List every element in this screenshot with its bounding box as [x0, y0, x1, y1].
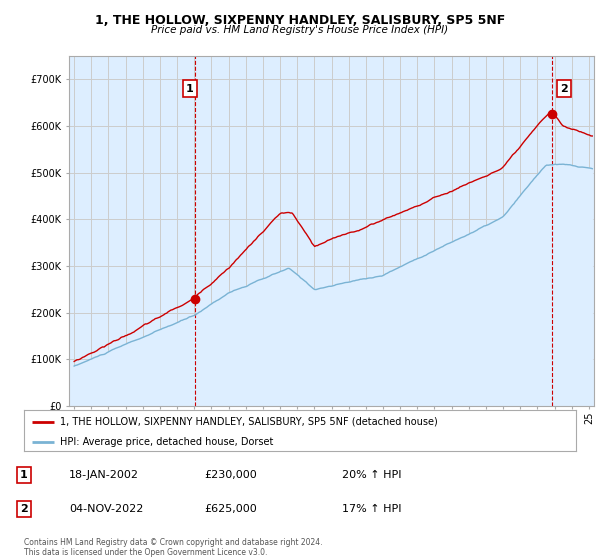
Text: 04-NOV-2022: 04-NOV-2022 — [69, 504, 143, 514]
Text: 18-JAN-2002: 18-JAN-2002 — [69, 470, 139, 480]
Text: 17% ↑ HPI: 17% ↑ HPI — [342, 504, 401, 514]
Text: Contains HM Land Registry data © Crown copyright and database right 2024.
This d: Contains HM Land Registry data © Crown c… — [24, 538, 323, 557]
Text: 2: 2 — [560, 83, 568, 94]
Text: 1, THE HOLLOW, SIXPENNY HANDLEY, SALISBURY, SP5 5NF: 1, THE HOLLOW, SIXPENNY HANDLEY, SALISBU… — [95, 14, 505, 27]
Text: 1, THE HOLLOW, SIXPENNY HANDLEY, SALISBURY, SP5 5NF (detached house): 1, THE HOLLOW, SIXPENNY HANDLEY, SALISBU… — [60, 417, 437, 427]
Text: £625,000: £625,000 — [204, 504, 257, 514]
Text: 1: 1 — [186, 83, 194, 94]
Text: Price paid vs. HM Land Registry's House Price Index (HPI): Price paid vs. HM Land Registry's House … — [151, 25, 449, 35]
Text: 2: 2 — [20, 504, 28, 514]
Text: £230,000: £230,000 — [204, 470, 257, 480]
Text: 1: 1 — [20, 470, 28, 480]
Text: 20% ↑ HPI: 20% ↑ HPI — [342, 470, 401, 480]
Text: HPI: Average price, detached house, Dorset: HPI: Average price, detached house, Dors… — [60, 437, 273, 447]
